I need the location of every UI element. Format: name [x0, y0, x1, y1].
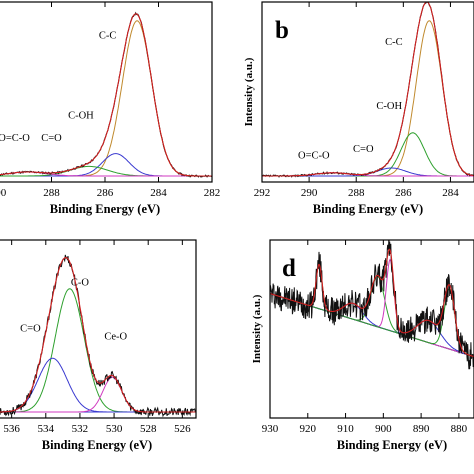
fitted-envelope: [262, 2, 474, 177]
fitted-envelope: [0, 13, 212, 177]
plot-frame: [269, 239, 474, 419]
x-tick-label: 286: [395, 187, 412, 199]
x-tick-label: 534: [38, 423, 55, 435]
x-tick-label: 530: [106, 423, 123, 435]
peak-annotation: C-O: [71, 278, 90, 289]
raw-spectrum: [0, 254, 196, 418]
component-peak-2: [0, 357, 196, 413]
peak-annotation: C=O: [20, 323, 41, 334]
component-peak-1: [0, 20, 212, 177]
plot-frame: [0, 239, 197, 419]
x-axis-label: Binding Energy (eV): [337, 438, 447, 452]
x-tick-label: 910: [337, 423, 354, 435]
y-axis-label: Intensity (a.u.): [243, 57, 255, 126]
raw-spectrum: [270, 240, 474, 370]
x-tick-label: 288: [348, 187, 365, 199]
x-tick-label: 900: [375, 423, 392, 435]
x-tick-label: 284: [442, 187, 459, 199]
peak-annotation: C-C: [385, 37, 403, 48]
fitted-envelope: [0, 257, 196, 413]
peak-annotation: C=O: [41, 133, 62, 144]
plot-frame: [261, 1, 474, 183]
plot-area: [262, 2, 474, 178]
x-tick-label: 536: [3, 423, 20, 435]
x-tick-label: 292: [254, 187, 271, 199]
plot-frame: [0, 1, 213, 183]
peak-annotation: O=C-O: [298, 150, 330, 161]
x-tick-label: 288: [43, 187, 60, 199]
plot-area: [270, 240, 474, 370]
panel-4: 930 920 910 900 890 880 Binding Energy (eV) Int…: [251, 239, 474, 452]
panel-1: 290 288 286 284 282 Binding Energy (eV) C-C C-O…: [0, 1, 221, 216]
x-tick-label: 930: [262, 423, 279, 435]
x-tick-label: 290: [0, 187, 7, 199]
y-axis-label: Intensity (a.u.): [251, 294, 263, 363]
x-tick-label: 526: [174, 423, 191, 435]
x-tick-label: 880: [451, 423, 468, 435]
x-tick-label: 290: [301, 187, 318, 199]
peak-annotation: O=C-O: [0, 133, 30, 144]
peak-annotation: C-OH: [68, 110, 94, 121]
x-tick-label: 528: [140, 423, 157, 435]
panel-letter: b: [275, 17, 289, 44]
panel-3: 536 534 532 530 528 526 Binding Energy (eV) C-O…: [0, 239, 197, 452]
fitted-envelope: [270, 248, 474, 358]
peak-annotation: C=O: [353, 144, 374, 155]
x-axis-label: Binding Energy (eV): [50, 202, 160, 216]
x-tick-label: 532: [72, 423, 89, 435]
x-axis-label: Binding Energy (eV): [42, 438, 152, 452]
panel-letter: d: [282, 255, 296, 282]
plot-area: [0, 11, 212, 178]
plot-area: [0, 254, 196, 418]
x-tick-label: 286: [97, 187, 114, 199]
peak-annotation: Ce-O: [104, 331, 127, 342]
x-tick-label: 284: [150, 187, 167, 199]
peak-annotation: C-C: [99, 30, 117, 41]
panel-2: 292 290 288 286 284 Binding Energy (eV) Intens…: [243, 1, 474, 216]
x-axis-label: Binding Energy (eV): [313, 202, 423, 216]
x-tick-label: 890: [413, 423, 430, 435]
x-tick-label: 282: [204, 187, 221, 199]
peak-annotation: C-OH: [376, 101, 402, 112]
x-tick-label: 920: [300, 423, 317, 435]
